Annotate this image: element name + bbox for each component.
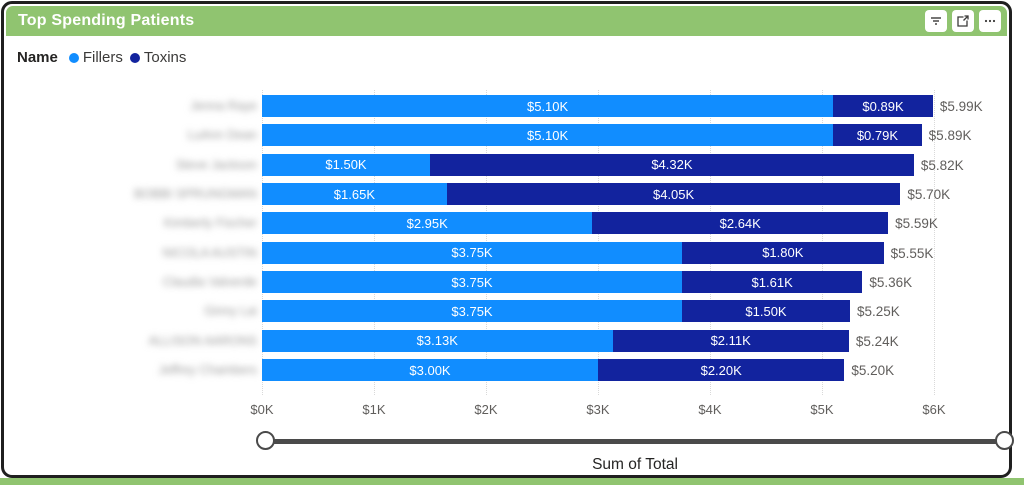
focus-mode-button[interactable] [952,10,974,32]
bar-segment-toxins[interactable]: $2.64K [592,212,889,235]
bar-segment-fillers[interactable]: $3.75K [262,300,682,323]
bar-segment-toxins[interactable]: $1.50K [682,300,850,323]
card-header: Top Spending Patients [6,6,1007,36]
category-label: LuAnn Dean [187,128,257,143]
bar-value-label: $2.64K [719,215,761,231]
visual-header-buttons [925,10,1001,32]
category-label: Ginny Lai [204,304,257,319]
bar-value-label: $3.13K [416,333,458,349]
more-options-icon [983,14,997,28]
bar-value-label: $2.11K [710,333,751,349]
x-axis-tick: $6K [922,402,946,417]
bar-value-label: $3.00K [409,362,451,378]
bar-value-label: $4.05K [652,186,695,202]
bar-segment-fillers[interactable]: $3.75K [262,271,682,294]
bar-segment-fillers[interactable]: $3.13K [262,329,613,352]
category-label: Kimberly Fischer [163,216,257,231]
bar-value-label: $1.80K [762,245,804,261]
bar-segment-fillers[interactable]: $3.75K [262,241,682,264]
next-widget-header-strip [0,478,1024,485]
fillers-dot-icon [68,52,79,63]
x-axis-tick: $5K [810,402,834,417]
category-label: Jeffrey Chambers [158,363,257,378]
slider-handle-min[interactable] [256,431,275,450]
bar-segment-toxins[interactable]: $4.05K [446,183,901,206]
bar-value-label: $1.65K [333,186,375,202]
legend: Name Fillers Toxins [17,49,186,66]
category-label: Claudia Valverde [162,275,257,290]
bar-value-label: $1.50K [325,157,367,173]
bar-segment-toxins[interactable]: $1.61K [682,271,863,294]
bar-value-label: $1.61K [751,274,793,290]
bar-segment-fillers[interactable]: $1.50K [262,153,430,176]
bar-segment-fillers[interactable]: $1.65K [262,183,447,206]
x-axis-tick: $0K [250,402,274,417]
bar-total-label: $5.24K [855,333,899,349]
bar-segment-toxins[interactable]: $2.20K [598,359,845,382]
bar-segment-toxins[interactable]: $0.79K [833,124,922,147]
bar-segment-fillers[interactable]: $5.10K [262,124,834,147]
bar-segment-fillers[interactable]: $5.10K [262,95,834,117]
bar-value-label: $1.50K [745,303,787,319]
legend-item-label: Toxins [143,49,187,66]
bar-value-label: $5.10K [526,98,569,114]
bar-segment-toxins[interactable]: $4.32K [430,153,914,176]
bar-segment-toxins[interactable]: $2.11K [612,329,849,352]
category-label: Steve Jackson [175,157,257,172]
bar-segment-toxins[interactable]: $1.80K [682,241,884,264]
x-axis-tick: $2K [474,402,498,417]
x-axis-tick: $4K [698,402,722,417]
bar-total-label: $5.82K [920,157,964,173]
bar-value-label: $2.20K [700,362,742,378]
more-options-button[interactable] [979,10,1001,32]
bar-segment-toxins[interactable]: $0.89K [833,95,933,117]
bar-total-label: $5.20K [851,363,895,379]
axis-range-slider [256,431,1014,451]
top-spending-patients-card: Top Spending Patients [1,1,1014,478]
bar-total-label: $5.55K [890,245,934,261]
bar-total-label: $5.99K [939,99,983,114]
legend-item-fillers[interactable]: Fillers [68,49,123,66]
bar-value-label: $0.89K [862,98,904,114]
x-axis-tick: $3K [586,402,610,417]
bar-total-label: $5.36K [869,275,913,291]
filter-icon [929,14,943,28]
gridline [934,90,935,395]
bar-value-label: $3.75K [451,274,493,290]
legend-item-label: Fillers [82,49,123,66]
legend-title: Name [17,49,58,66]
bar-value-label: $2.95K [406,215,448,231]
bar-segment-fillers[interactable]: $2.95K [262,212,593,235]
bar-value-label: $4.32K [651,157,693,173]
x-axis-title: Sum of Total [592,456,678,473]
slider-handle-max[interactable] [995,431,1014,450]
category-label: ALLISON AARONS [148,333,257,348]
bar-total-label: $5.70K [907,187,951,203]
bar-value-label: $0.79K [856,127,899,143]
page-title: Top Spending Patients [18,12,195,29]
filter-button[interactable] [925,10,947,32]
category-label: Jenna Raye [190,99,257,113]
x-axis-tick: $1K [362,402,386,417]
focus-mode-icon [956,14,970,28]
bar-value-label: $3.75K [451,245,493,261]
slider-track[interactable] [266,439,1004,444]
bar-value-label: $3.75K [451,303,493,319]
legend-item-toxins[interactable]: Toxins [129,49,187,66]
category-label: BOBBI SPRUNGMAN [134,187,257,202]
bar-total-label: $5.59K [895,216,938,232]
bar-segment-fillers[interactable]: $3.00K [262,359,598,382]
stacked-bar-chart: $0K $1K $2K $3K $4K $5K $6K Jenna Raye $5.10K $0.… [4,4,1009,475]
toxins-dot-icon [129,52,140,63]
bar-total-label: $5.25K [857,304,900,320]
bar-value-label: $5.10K [526,127,569,143]
bar-total-label: $5.89K [928,128,972,144]
category-label: NICOLA AUSTIN [162,245,257,260]
